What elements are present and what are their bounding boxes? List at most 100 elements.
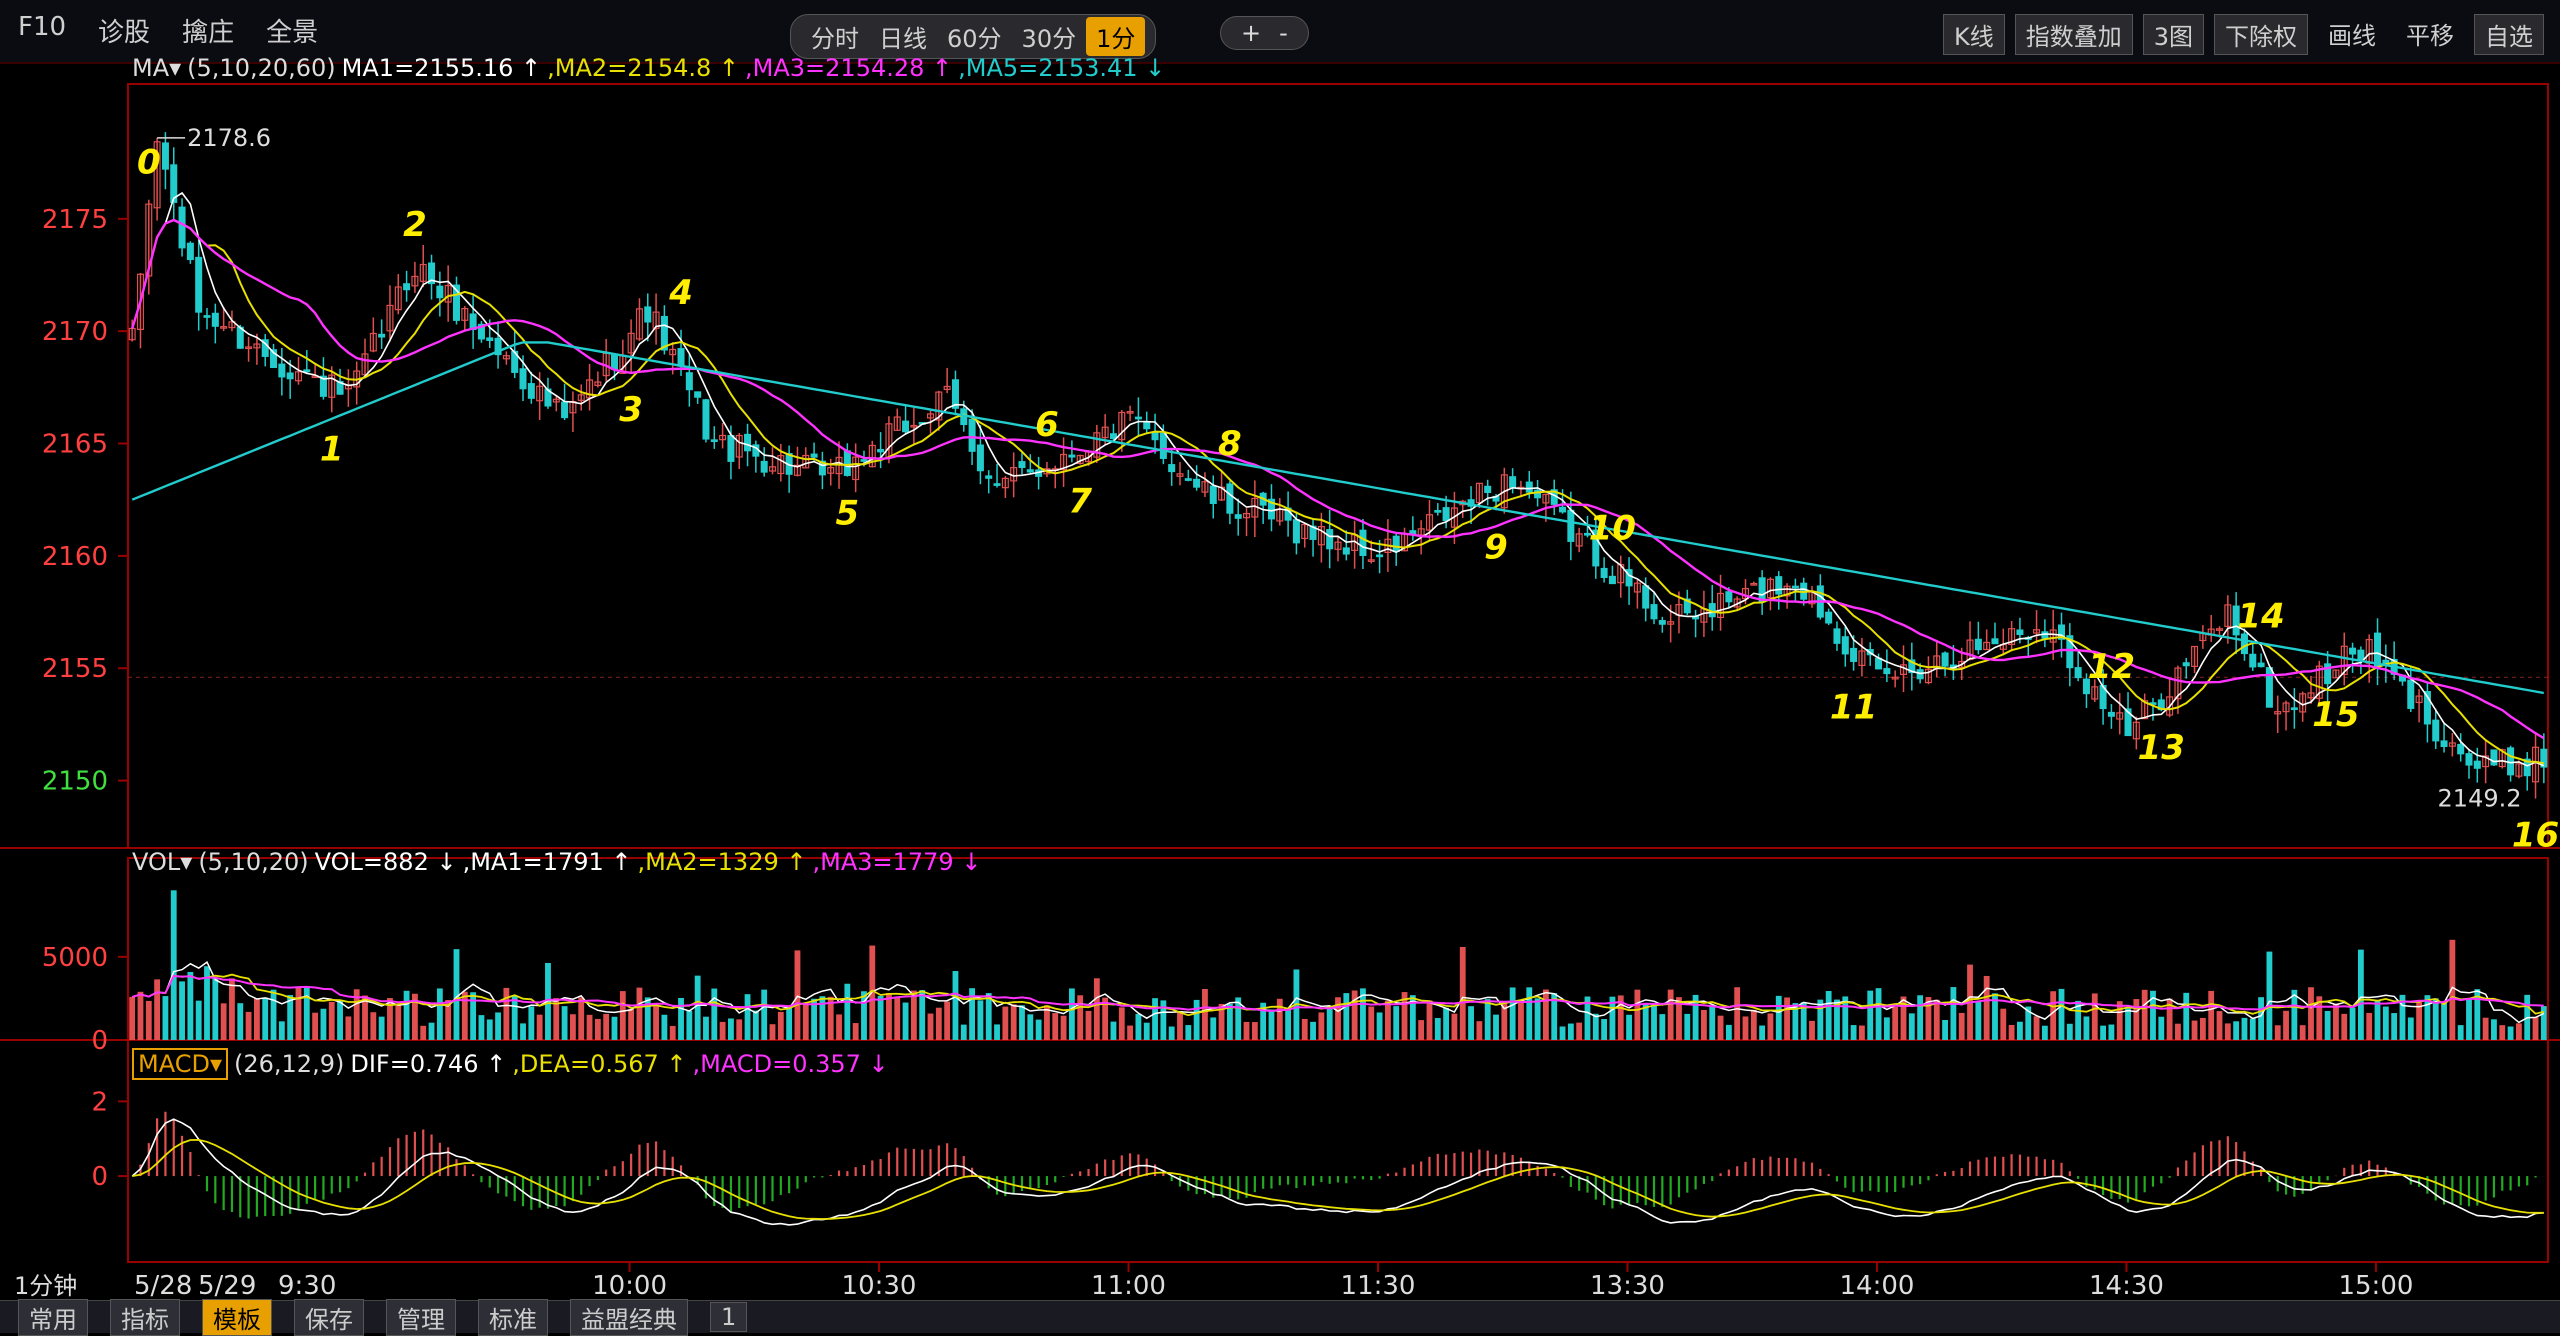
candle-body xyxy=(943,385,951,391)
volume-bar xyxy=(1060,1015,1067,1040)
candle-body xyxy=(2257,662,2265,668)
volume-bar xyxy=(628,1008,635,1040)
volume-bar xyxy=(1950,987,1957,1040)
volume-bar xyxy=(619,991,626,1040)
volume-bar xyxy=(2308,987,2314,1040)
volume-bar xyxy=(2150,990,2156,1040)
legend-macd-label[interactable]: MACD▾ xyxy=(132,1048,228,1080)
volume-bar xyxy=(2424,995,2431,1040)
toolbar-left-3[interactable]: 全景 xyxy=(266,18,319,48)
candle-body xyxy=(802,454,810,469)
toolbar-left-1[interactable]: 诊股 xyxy=(98,18,151,48)
candle-body xyxy=(976,444,984,472)
toolbar-right-4[interactable]: 画线 xyxy=(2328,22,2376,50)
price-panel-frame xyxy=(127,83,2549,849)
toolbar-right-2[interactable]: 3图 xyxy=(2142,14,2204,55)
volume-bar xyxy=(2116,1001,2123,1040)
candle-body xyxy=(2423,691,2431,725)
volume-bar xyxy=(2499,1025,2506,1040)
volume-bar xyxy=(428,1022,435,1040)
period-tab-3[interactable]: 30分 xyxy=(1021,25,1077,53)
candle-body xyxy=(2482,755,2490,768)
candle-body xyxy=(1600,567,1608,578)
bottom-tab-7[interactable]: 1 xyxy=(710,1302,748,1332)
right-toolbar: K线 指数叠加 3图 下除权 画线 平移 自选 xyxy=(1942,14,2544,55)
zoom-out-button[interactable]: - xyxy=(1279,19,1288,47)
bottom-tab-4[interactable]: 管理 xyxy=(386,1298,456,1336)
toolbar-right-0[interactable]: K线 xyxy=(1942,14,2005,55)
candle-body xyxy=(1958,660,1966,668)
volume-bar xyxy=(1875,988,1882,1040)
candle-body xyxy=(1850,647,1858,662)
volume-bar xyxy=(1093,978,1100,1040)
candle-body xyxy=(2191,645,2199,667)
legend-ma-label[interactable]: MA▾ xyxy=(132,54,182,82)
candle-body xyxy=(1359,529,1367,556)
legend-ma-item-2: ,MA3=2154.28 ↑ xyxy=(745,54,953,82)
candle-body xyxy=(1683,598,1691,614)
toolbar-left-0[interactable]: F10 xyxy=(18,12,67,42)
stock-chart[interactable]: 2175217021652160215521502178.62149.20123… xyxy=(0,62,2560,1300)
volume-bar xyxy=(2482,1017,2489,1040)
volume-bar xyxy=(1202,988,1208,1040)
price-tick-label: 2160 xyxy=(42,542,108,572)
wave-label-0: 0 xyxy=(137,143,161,183)
toolbar-right-1[interactable]: 指数叠加 xyxy=(2014,14,2133,55)
candle-body xyxy=(1633,582,1641,593)
volume-bar xyxy=(1210,1017,1217,1040)
bottom-tab-5[interactable]: 标准 xyxy=(478,1298,548,1336)
candle-body xyxy=(1983,641,1991,651)
volume-bar xyxy=(1468,1006,1474,1040)
candle-body xyxy=(261,339,269,357)
volume-bar xyxy=(686,1010,693,1040)
volume-bar xyxy=(1559,1026,1566,1040)
bottom-tab-6[interactable]: 益盟经典 xyxy=(570,1298,688,1336)
volume-bar xyxy=(644,997,651,1040)
wave-label-10: 10 xyxy=(1589,509,1636,549)
toolbar-right-3[interactable]: 下除权 xyxy=(2214,14,2308,55)
candle-body xyxy=(303,369,311,373)
volume-bar xyxy=(1617,995,1624,1040)
period-tab-2[interactable]: 60分 xyxy=(947,25,1002,53)
volume-bar xyxy=(1044,1005,1050,1040)
candle-body xyxy=(502,355,510,360)
volume-bar xyxy=(2291,989,2298,1040)
candle-body xyxy=(1209,485,1217,504)
candle-body xyxy=(2057,624,2066,640)
zoom-in-button[interactable]: + xyxy=(1241,19,1262,47)
period-tab-4[interactable]: 1分 xyxy=(1086,17,1146,56)
candle-body xyxy=(685,372,693,391)
bottom-tab-2[interactable]: 模板 xyxy=(202,1298,272,1336)
volume-bar xyxy=(453,949,460,1040)
candle-body xyxy=(486,337,494,341)
volume-bar xyxy=(2183,992,2190,1040)
macd-tick-label: 0 xyxy=(91,1162,108,1192)
period-tab-0[interactable]: 分时 xyxy=(811,25,859,53)
volume-bar xyxy=(819,996,826,1040)
candle-body xyxy=(1425,514,1433,531)
candle-body xyxy=(2473,760,2481,769)
volume-bar xyxy=(977,1000,984,1040)
wave-label-11: 11 xyxy=(1830,688,1877,728)
bottom-tab-0[interactable]: 常用 xyxy=(18,1298,88,1336)
volume-bar xyxy=(328,1001,335,1040)
period-tab-1[interactable]: 日线 xyxy=(879,25,927,53)
price-tick-label: 2155 xyxy=(42,654,108,684)
volume-bar xyxy=(1285,1009,1292,1040)
volume-bar xyxy=(1775,995,1782,1040)
volume-bar xyxy=(561,1006,568,1040)
volume-bar xyxy=(1326,1006,1333,1040)
toolbar-right-6[interactable]: 自选 xyxy=(2474,14,2544,55)
volume-bar xyxy=(894,997,901,1040)
bottom-tab-3[interactable]: 保存 xyxy=(294,1298,364,1336)
legend-vol-label[interactable]: VOL▾ xyxy=(132,848,193,876)
bottom-tab-1[interactable]: 指标 xyxy=(110,1298,180,1336)
volume-bar xyxy=(1484,999,1491,1040)
candle-body xyxy=(2074,667,2082,679)
toolbar-left-2[interactable]: 擒庄 xyxy=(182,18,235,48)
price-tick-label: 2175 xyxy=(42,205,108,235)
toolbar-right-5[interactable]: 平移 xyxy=(2406,22,2454,50)
volume-bar xyxy=(287,995,294,1040)
volume-bar xyxy=(1542,989,1549,1040)
candle-body xyxy=(2432,719,2440,742)
